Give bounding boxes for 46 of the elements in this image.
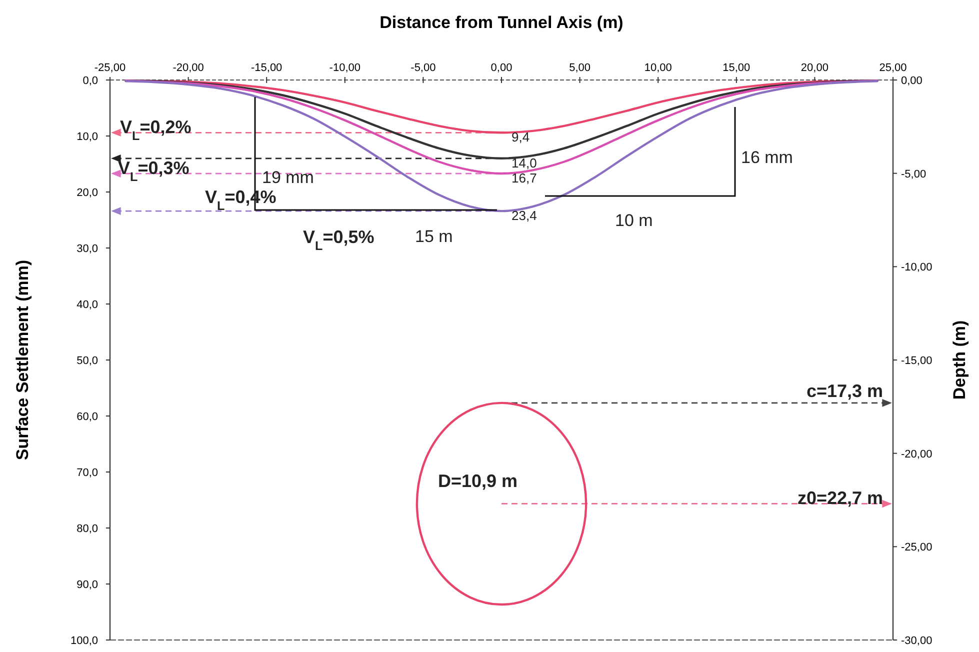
annotation: z0=22,7 m [797,488,883,508]
annotation: 10 m [615,211,653,230]
data-label: 16,7 [512,170,537,186]
y2-tick-label: -30,00 [901,635,932,647]
y2-tick-label: 0,00 [901,75,922,87]
annotation: 19 mm [262,168,314,187]
annotation: 16 mm [741,148,793,167]
y-tick-label: 0,0 [82,75,98,87]
y-tick-label: 100,0 [70,635,98,647]
annotation: 15 m [415,227,453,246]
y2-axis-title: Depth (m) [950,320,969,400]
x-tick-label: -10,00 [329,62,360,74]
data-label: 23,4 [512,208,537,224]
x-tick-label: -25,00 [94,62,126,74]
data-label: 9,4 [512,130,530,145]
x-tick-label: 20,00 [800,62,828,74]
y-tick-label: 10,0 [76,131,98,143]
annotation: V$_{L}$=0,2% [120,117,192,143]
y2-tick-label: -10,00 [901,262,932,274]
y-tick-label: 50,0 [76,355,98,367]
annotation: c=17,3 m [806,381,883,401]
y-tick-label: 40,0 [76,299,98,311]
data-label: 14,0 [512,155,537,170]
y2-tick-label: -5,00 [901,168,926,180]
y-tick-label: 90,0 [76,579,98,591]
y-tick-label: 80,0 [76,523,98,535]
annotation: V$_{L}$=0,3% [118,158,190,184]
y2-tick-label: -20,00 [901,448,932,460]
y-axis-title: Surface Settlement (mm) [13,260,32,460]
y2-tick-label: -15,00 [901,355,932,367]
x-tick-label: -15,00 [251,62,282,74]
x-axis-title: Distance from Tunnel Axis (m) [380,13,624,32]
x-tick-label: 15,00 [722,62,750,74]
annotation: D=10,9 m [438,471,518,491]
y-tick-label: 20,0 [76,187,98,199]
y-tick-label: 60,0 [76,411,98,423]
annotation: V$_{L}$=0,5% [303,227,374,253]
x-tick-label: -5,00 [410,62,436,74]
y-tick-label: 70,0 [76,467,98,479]
x-tick-label: -20,00 [172,62,204,74]
y-tick-label: 30,0 [76,243,98,255]
x-tick-label: 0,00 [490,62,512,74]
y2-tick-label: -25,00 [901,542,932,554]
x-tick-label: 5,00 [569,62,591,74]
x-tick-label: 10,00 [644,62,672,74]
x-tick-label: 25,00 [879,62,907,74]
